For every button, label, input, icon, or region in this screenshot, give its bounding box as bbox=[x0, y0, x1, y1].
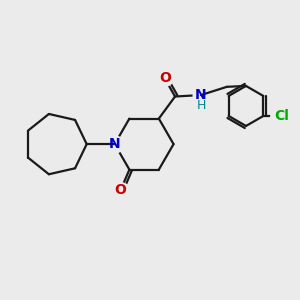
Text: N: N bbox=[109, 137, 121, 151]
Text: Cl: Cl bbox=[274, 109, 289, 123]
Text: O: O bbox=[159, 71, 171, 85]
Text: N: N bbox=[195, 88, 207, 102]
Text: O: O bbox=[115, 183, 127, 197]
Text: H: H bbox=[196, 99, 206, 112]
